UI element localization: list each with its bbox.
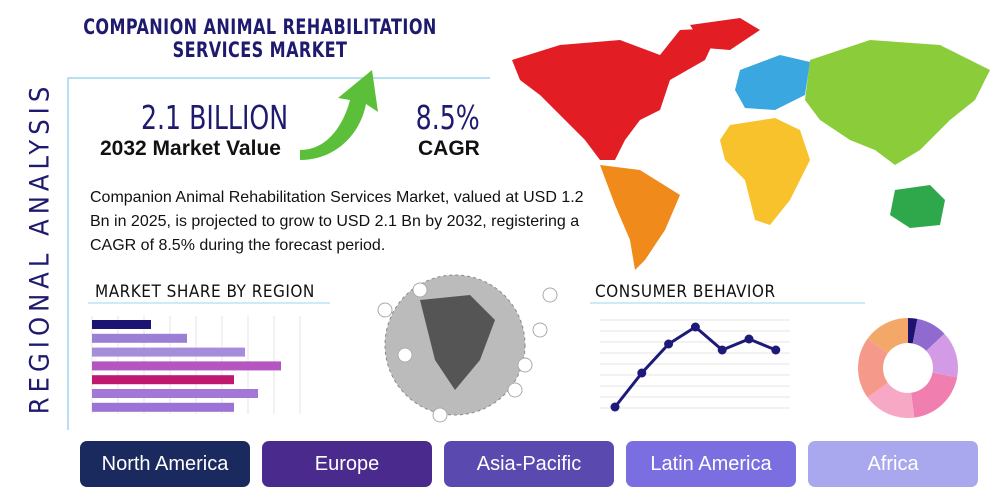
bar [92, 333, 187, 343]
point [610, 402, 620, 412]
globe [377, 274, 558, 423]
donut-segment [867, 318, 908, 354]
bar [92, 402, 234, 412]
point [717, 345, 727, 355]
point [637, 368, 647, 378]
region-button[interactable]: Latin America [626, 441, 796, 487]
point [690, 322, 700, 332]
donut-segment [926, 333, 959, 378]
section-title: CONSUMER BEHAVIOR [595, 282, 776, 302]
bar [92, 361, 281, 371]
description: Companion Animal Rehabilitation Services… [90, 189, 584, 254]
bar [92, 320, 151, 329]
region-button[interactable]: Asia-Pacific [444, 441, 614, 487]
growth-arrow [300, 70, 378, 160]
point [771, 345, 781, 355]
frame [67, 77, 490, 430]
point [664, 339, 674, 349]
donut-segment [867, 382, 915, 419]
bar [92, 347, 245, 357]
region-button[interactable]: Africa [808, 441, 978, 487]
bar [92, 375, 234, 385]
bar [92, 389, 258, 398]
donut-segment [908, 318, 918, 344]
stat-label: 2032 Market Value [100, 137, 281, 160]
donut-segment [912, 318, 945, 351]
donut-segment [911, 372, 958, 418]
stat-value: 2.1 BILLION [140, 98, 289, 137]
world-map [512, 18, 990, 270]
title: COMPANION ANIMAL REHABILITATION SERVICES… [83, 15, 437, 62]
section-title: MARKET SHARE BY REGION [95, 282, 315, 302]
region-button[interactable]: Europe [262, 441, 432, 487]
stat-value: 8.5% [415, 98, 480, 137]
point [744, 334, 754, 344]
stat-label: CAGR [418, 137, 480, 160]
donut-segment [858, 338, 888, 398]
side-label: REGIONAL ANALYSIS [24, 81, 56, 415]
region-button[interactable]: North America [80, 441, 250, 487]
